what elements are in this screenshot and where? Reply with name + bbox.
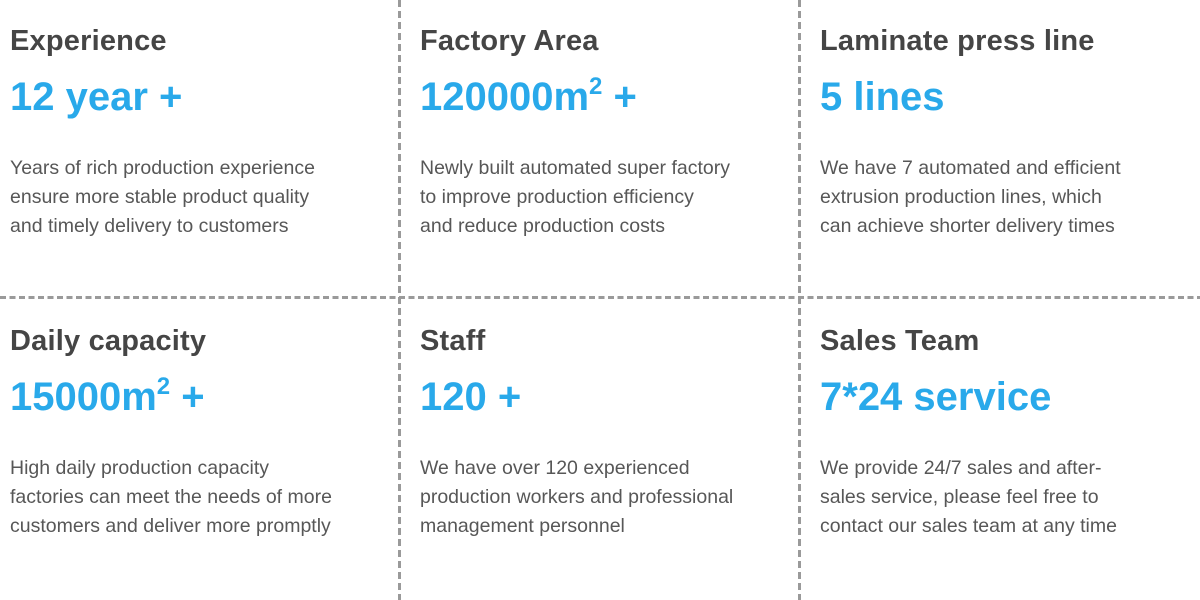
card-description: High daily production capacity factories…: [10, 454, 382, 541]
description-line: contact our sales team at any time: [820, 515, 1117, 537]
divider-horizontal: [0, 296, 1200, 299]
stat-superscript: 2: [156, 373, 171, 400]
divider-vertical-2: [798, 0, 801, 600]
stat-card-sales-team: Sales Team 7*24 service We provide 24/7 …: [800, 300, 1200, 600]
description-line: We have 7 automated and efficient: [820, 157, 1121, 179]
description-line: We have over 120 experienced: [420, 457, 690, 479]
card-stat-value: 7*24 service: [820, 373, 1182, 421]
description-line: High daily production capacity: [10, 457, 270, 479]
description-line: factories can meet the needs of more: [10, 486, 332, 508]
card-description: We provide 24/7 sales and after- sales s…: [820, 454, 1182, 541]
card-description: We have over 120 experienced production …: [420, 454, 782, 541]
card-stat-value: 15000m2 +: [10, 373, 382, 421]
card-title: Daily capacity: [10, 325, 207, 357]
stat-text: 7*24 service: [820, 375, 1052, 419]
description-line: and reduce production costs: [420, 215, 665, 237]
description-line: customers and deliver more promptly: [10, 515, 331, 537]
stat-suffix: +: [602, 75, 637, 119]
description-line: sales service, please feel free to: [820, 486, 1099, 508]
card-description: We have 7 automated and efficient extrus…: [820, 154, 1182, 241]
stat-card-factory-area: Factory Area 120000m2 + Newly built auto…: [400, 0, 800, 300]
card-stat-value: 12 year +: [10, 73, 382, 121]
stat-suffix: +: [170, 375, 205, 419]
card-stat-value: 120000m2 +: [420, 73, 782, 121]
stat-superscript: 2: [589, 73, 603, 100]
description-line: production workers and professional: [420, 486, 734, 508]
card-description: Years of rich production experience ensu…: [10, 154, 382, 241]
description-line: We provide 24/7 sales and after-: [820, 457, 1102, 479]
divider-vertical-1: [398, 0, 401, 600]
card-stat-value: 5 lines: [820, 73, 1182, 121]
stat-card-daily-capacity: Daily capacity 15000m2 + High daily prod…: [0, 300, 400, 600]
stat-text: 15000m: [10, 375, 157, 419]
description-line: Newly built automated super factory: [420, 157, 730, 179]
card-title: Experience: [10, 25, 167, 57]
card-title: Sales Team: [820, 325, 980, 357]
stat-card-experience: Experience 12 year + Years of rich produ…: [0, 0, 400, 300]
description-line: Years of rich production experience: [10, 157, 315, 179]
card-title: Factory Area: [420, 25, 599, 57]
description-line: ensure more stable product quality: [10, 186, 310, 208]
description-line: and timely delivery to customers: [10, 215, 289, 237]
stat-text: 120 +: [420, 375, 522, 419]
card-description: Newly built automated super factory to i…: [420, 154, 782, 241]
stat-card-staff: Staff 120 + We have over 120 experienced…: [400, 300, 800, 600]
stat-text: 120000m: [420, 75, 590, 119]
card-title: Staff: [420, 325, 486, 357]
stat-text: 12 year +: [10, 75, 183, 119]
description-line: management personnel: [420, 515, 625, 537]
description-line: can achieve shorter delivery times: [820, 215, 1115, 237]
card-title: Laminate press line: [820, 25, 1095, 57]
description-line: extrusion production lines, which: [820, 186, 1102, 208]
stat-card-laminate-press-line: Laminate press line 5 lines We have 7 au…: [800, 0, 1200, 300]
stat-text: 5 lines: [820, 75, 945, 119]
card-stat-value: 120 +: [420, 373, 782, 421]
description-line: to improve production efficiency: [420, 186, 694, 208]
